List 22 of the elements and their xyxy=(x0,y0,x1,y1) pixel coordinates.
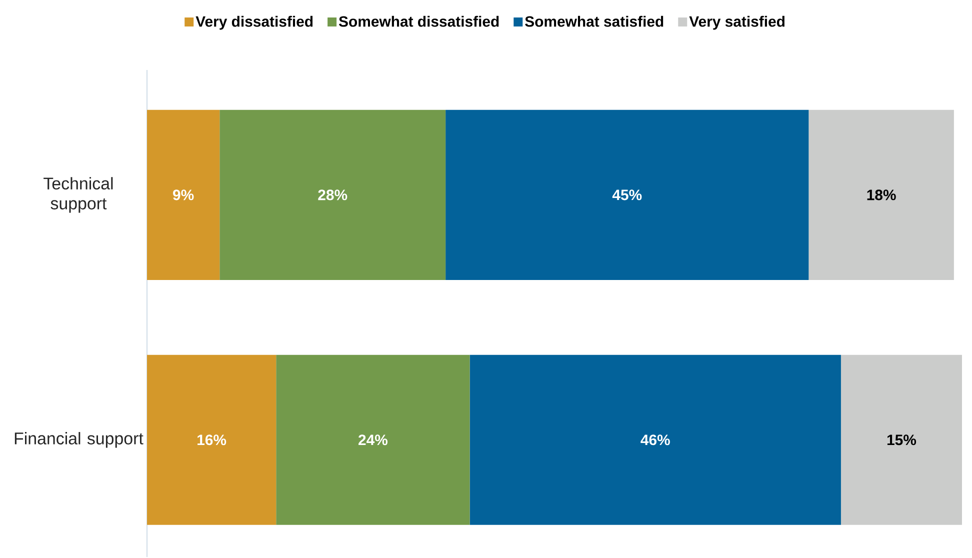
bar xyxy=(808,110,954,280)
bar xyxy=(147,110,220,280)
y-tick-label: Technical support xyxy=(44,177,113,213)
data-label: 28% xyxy=(318,190,348,200)
data-label: 45% xyxy=(612,190,642,200)
bar xyxy=(220,110,446,280)
y-tick-label: Financial support xyxy=(14,432,144,448)
data-label: 15% xyxy=(887,434,916,446)
bar xyxy=(276,355,470,526)
data-label: 46% xyxy=(640,434,670,446)
data-label: 18% xyxy=(867,190,896,200)
legend-label: Very dissatisfied xyxy=(196,16,313,30)
bar xyxy=(446,110,809,280)
legend-label: Very satisfied xyxy=(689,16,784,30)
legend-label: Somewhat satisfied xyxy=(525,16,664,27)
bar xyxy=(840,355,962,526)
bar xyxy=(470,355,841,526)
data-label: 16% xyxy=(198,434,226,446)
data-label: 9% xyxy=(173,190,194,200)
bar xyxy=(147,355,276,526)
legend-label: Somewhat dissatisfied xyxy=(338,16,499,27)
data-label: 24% xyxy=(358,434,388,446)
